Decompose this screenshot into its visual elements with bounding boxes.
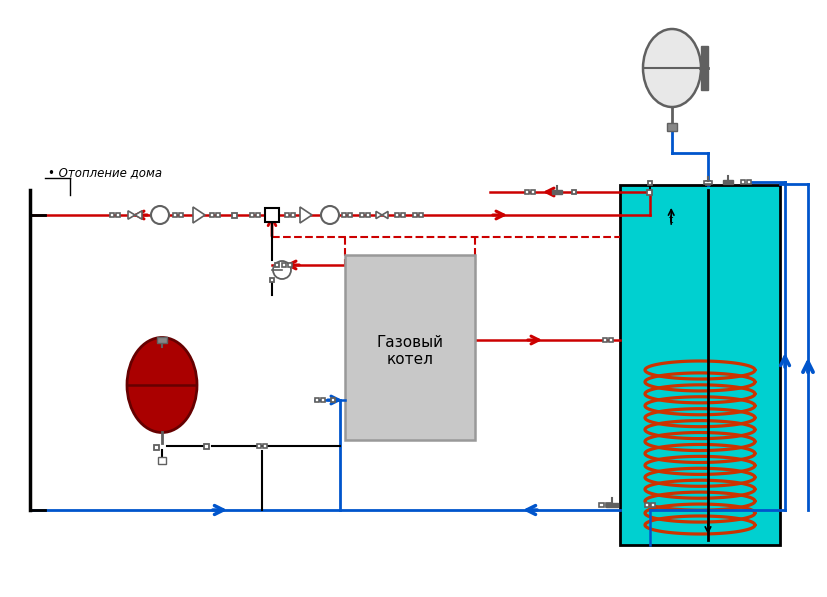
Bar [204,444,209,448]
Bar [366,213,370,217]
Bar [722,180,732,184]
Polygon shape [135,211,141,219]
Bar [740,180,744,184]
Polygon shape [193,207,205,223]
Bar [256,444,261,448]
Bar [700,46,707,90]
Bar [413,213,417,217]
Bar [179,213,183,217]
Polygon shape [299,207,312,223]
Bar [116,213,120,217]
Ellipse shape [643,29,700,107]
Bar [282,263,285,267]
Bar [605,503,610,507]
Bar [155,445,160,450]
Text: t: t [668,215,672,225]
Bar [110,213,114,217]
Polygon shape [128,211,135,219]
Bar [321,398,325,402]
Polygon shape [375,211,381,219]
Bar [530,190,534,194]
Bar [746,180,750,184]
Text: Газовый
котел: Газовый котел [376,335,443,367]
Bar [290,213,294,217]
Bar [644,503,648,507]
Bar [650,503,654,507]
Bar [609,338,612,342]
Bar [598,503,603,507]
Polygon shape [381,211,388,219]
Bar [360,213,364,217]
Bar [667,123,676,131]
Bar [314,398,318,402]
Bar [270,278,274,282]
Bar [216,213,220,217]
Bar [256,213,260,217]
Bar [647,189,652,195]
Bar [263,444,266,448]
Bar [648,181,651,185]
Bar [552,190,562,194]
Bar [418,213,423,217]
Bar [394,213,399,217]
Bar [400,213,404,217]
Bar [705,181,709,185]
Bar [619,185,779,545]
Bar [210,213,213,217]
Bar [250,213,254,217]
Bar [703,180,711,183]
Bar [232,213,237,217]
Ellipse shape [127,337,197,432]
Text: • Отопление дома: • Отопление дома [48,167,162,180]
Bar [265,208,279,222]
Bar [288,263,292,267]
Bar [284,213,289,217]
Bar [157,337,167,343]
Bar [602,338,606,342]
Circle shape [273,261,290,279]
Bar [275,263,279,267]
Bar [331,398,335,402]
Bar [158,457,165,464]
Bar [571,190,576,194]
Bar [173,213,177,217]
Bar [347,213,351,217]
Bar [342,213,346,217]
Circle shape [321,206,338,224]
Circle shape [151,206,169,224]
Bar [345,255,475,440]
Bar [524,190,528,194]
Bar [605,503,617,507]
